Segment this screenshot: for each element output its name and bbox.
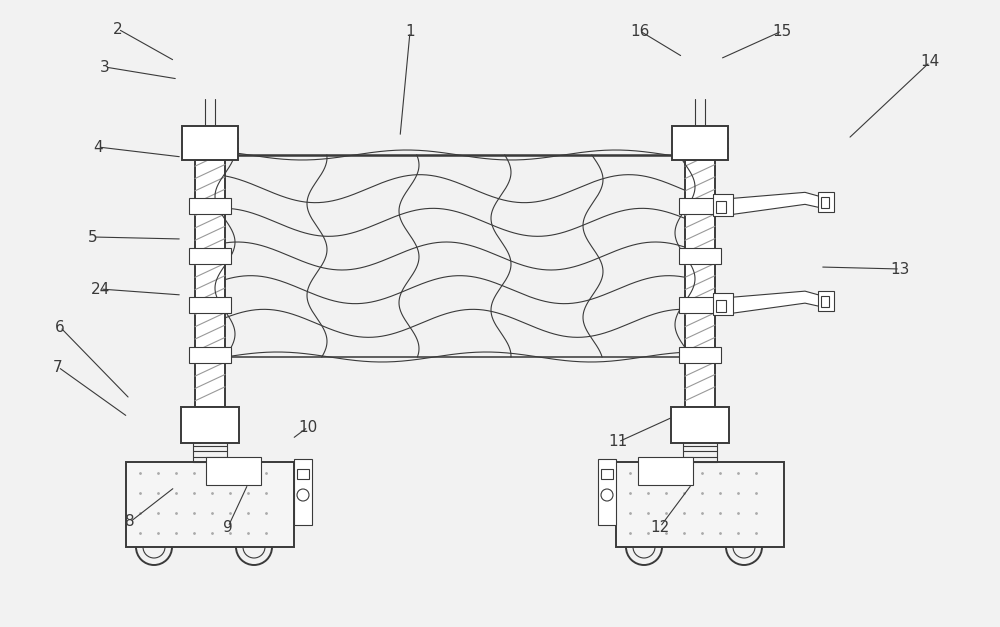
Bar bbox=[818, 291, 834, 311]
Bar bbox=[818, 192, 834, 213]
Bar bbox=[638, 457, 693, 485]
Bar bbox=[679, 248, 721, 264]
Bar bbox=[672, 126, 728, 160]
Bar bbox=[821, 198, 829, 208]
Bar bbox=[671, 407, 729, 443]
Text: 14: 14 bbox=[920, 55, 940, 70]
Text: 5: 5 bbox=[88, 229, 98, 245]
Text: 16: 16 bbox=[630, 23, 650, 38]
Bar bbox=[126, 462, 294, 547]
Bar bbox=[181, 407, 239, 443]
Bar bbox=[821, 296, 829, 307]
Circle shape bbox=[297, 489, 309, 501]
Text: 24: 24 bbox=[90, 282, 110, 297]
Text: 11: 11 bbox=[608, 435, 628, 450]
Bar bbox=[601, 469, 613, 479]
Bar bbox=[685, 160, 715, 407]
Bar bbox=[189, 198, 231, 214]
Text: 6: 6 bbox=[55, 320, 65, 334]
Bar bbox=[189, 297, 231, 313]
Text: 3: 3 bbox=[100, 60, 110, 75]
Bar bbox=[679, 297, 721, 313]
Bar bbox=[713, 194, 733, 216]
Text: 13: 13 bbox=[890, 261, 910, 277]
Bar bbox=[297, 469, 309, 479]
Text: 1: 1 bbox=[405, 24, 415, 40]
Bar bbox=[294, 459, 312, 525]
Text: 7: 7 bbox=[53, 359, 63, 374]
Text: 8: 8 bbox=[125, 515, 135, 529]
Circle shape bbox=[601, 489, 613, 501]
Text: 4: 4 bbox=[93, 139, 103, 154]
Text: 10: 10 bbox=[298, 419, 318, 435]
Polygon shape bbox=[733, 192, 823, 214]
Bar bbox=[616, 462, 784, 547]
Bar bbox=[598, 459, 616, 525]
Bar bbox=[679, 347, 721, 362]
Bar bbox=[716, 300, 726, 312]
Bar bbox=[716, 201, 726, 213]
Text: 12: 12 bbox=[650, 520, 670, 534]
Text: 15: 15 bbox=[772, 23, 792, 38]
Bar bbox=[679, 198, 721, 214]
Polygon shape bbox=[733, 291, 823, 313]
Bar bbox=[189, 347, 231, 362]
Text: 9: 9 bbox=[223, 520, 233, 534]
Bar bbox=[206, 457, 261, 485]
Bar bbox=[195, 160, 225, 407]
Bar bbox=[189, 248, 231, 264]
Bar bbox=[182, 126, 238, 160]
Text: 2: 2 bbox=[113, 21, 123, 36]
Bar bbox=[713, 293, 733, 315]
